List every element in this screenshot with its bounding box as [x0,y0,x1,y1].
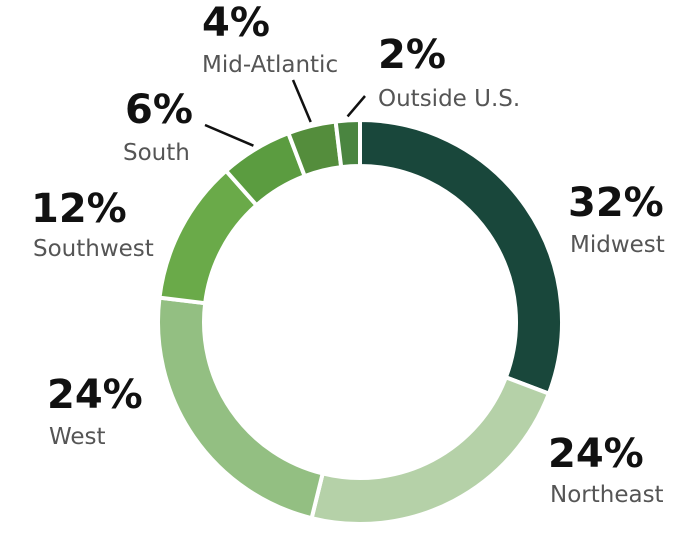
label-pct-southwest: 12% [31,186,127,232]
label-name-northeast: Northeast [550,482,664,508]
leader-line-outside-us [346,95,366,118]
label-name-south: South [123,140,190,166]
slice-west [156,295,326,521]
label-name-mid-atlantic: Mid-Atlantic [202,52,338,78]
donut-slices [156,117,564,526]
slice-midwest [358,117,564,397]
label-name-midwest: Midwest [570,232,665,258]
label-pct-west: 24% [47,372,143,418]
label-pct-northeast: 24% [548,431,644,477]
slice-northeast [309,374,552,526]
label-name-southwest: Southwest [33,236,154,262]
label-pct-midwest: 32% [568,180,664,226]
leader-lines [204,79,366,147]
label-pct-outside-us: 2% [378,32,446,78]
slice-labels: 32% Midwest 24% Northeast 24% West 12% S… [31,0,665,508]
label-name-outside-us: Outside U.S. [378,86,520,112]
label-name-west: West [49,424,106,450]
label-pct-south: 6% [125,87,193,133]
leader-line-mid-atlantic [291,79,312,123]
slice-outside-us [333,117,362,170]
label-pct-mid-atlantic: 4% [202,0,270,46]
leader-line-south [204,123,254,147]
